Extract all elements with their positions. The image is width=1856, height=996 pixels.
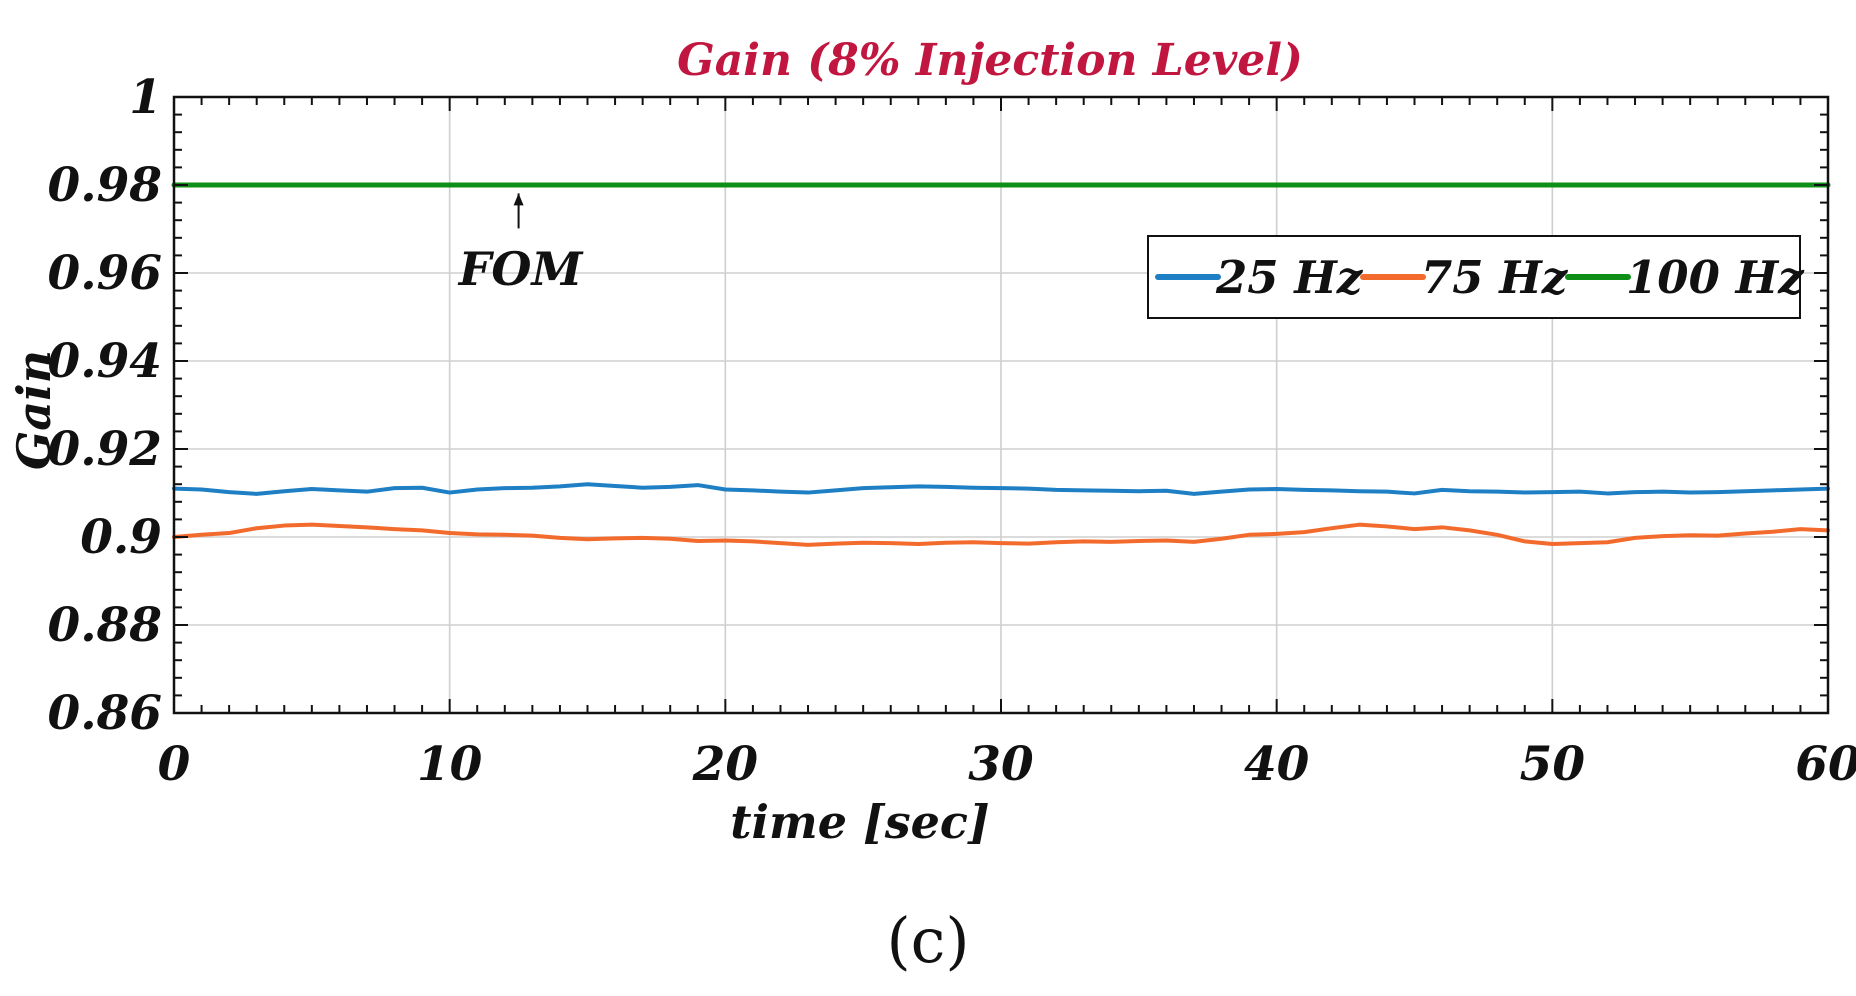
x-tick-label-40: 40 bbox=[1244, 737, 1310, 792]
legend-label-25-hz: 25 Hz bbox=[1215, 251, 1364, 304]
legend-box bbox=[1147, 235, 1801, 319]
x-tick-label-0: 0 bbox=[158, 737, 191, 792]
x-tick-label-50: 50 bbox=[1520, 737, 1586, 792]
labels-layer: 0 10 20 30 40 50 60 0.86 0.88 0.9 0.92 0.94 0.96 0.98… bbox=[48, 70, 1856, 792]
x-tick-label-30: 30 bbox=[968, 737, 1034, 792]
chart-title: Gain (8% Injection Level) bbox=[677, 35, 1303, 86]
legend-label-100-hz: 100 Hz bbox=[1626, 251, 1805, 304]
y-axis-title: Gain bbox=[7, 350, 61, 470]
fom-annotation-label: FOM bbox=[457, 242, 585, 296]
axes-layer bbox=[172, 95, 1830, 715]
y-tick-label-0.98: 0.98 bbox=[48, 158, 162, 213]
panel-label: (c) bbox=[886, 904, 969, 977]
y-tick-label-1: 1 bbox=[129, 70, 162, 125]
annotation-layer: FOM bbox=[457, 193, 585, 296]
y-tick-label-0.88: 0.88 bbox=[48, 598, 162, 653]
y-tick-label-0.92: 0.92 bbox=[48, 422, 162, 477]
legend-label-75-hz: 75 Hz bbox=[1421, 251, 1569, 304]
series-layer bbox=[171, 182, 1831, 547]
fom-arrow-head bbox=[513, 193, 524, 206]
y-tick-label-0.94: 0.94 bbox=[48, 334, 162, 389]
x-axis-title: time [sec] bbox=[730, 795, 989, 849]
x-tick-label-20: 20 bbox=[692, 737, 759, 792]
x-tick-label-60: 60 bbox=[1795, 737, 1856, 792]
y-tick-label-0.9: 0.9 bbox=[80, 510, 162, 565]
series-line-25-hz bbox=[172, 482, 1830, 496]
series-line-75-hz bbox=[172, 522, 1830, 547]
x-tick-label-10: 10 bbox=[417, 737, 483, 792]
legend-layer: 25 Hz 75 Hz 100 Hz bbox=[1147, 235, 1805, 319]
y-tick-label-0.96: 0.96 bbox=[48, 246, 162, 301]
y-tick-label-0.86: 0.86 bbox=[48, 686, 162, 741]
